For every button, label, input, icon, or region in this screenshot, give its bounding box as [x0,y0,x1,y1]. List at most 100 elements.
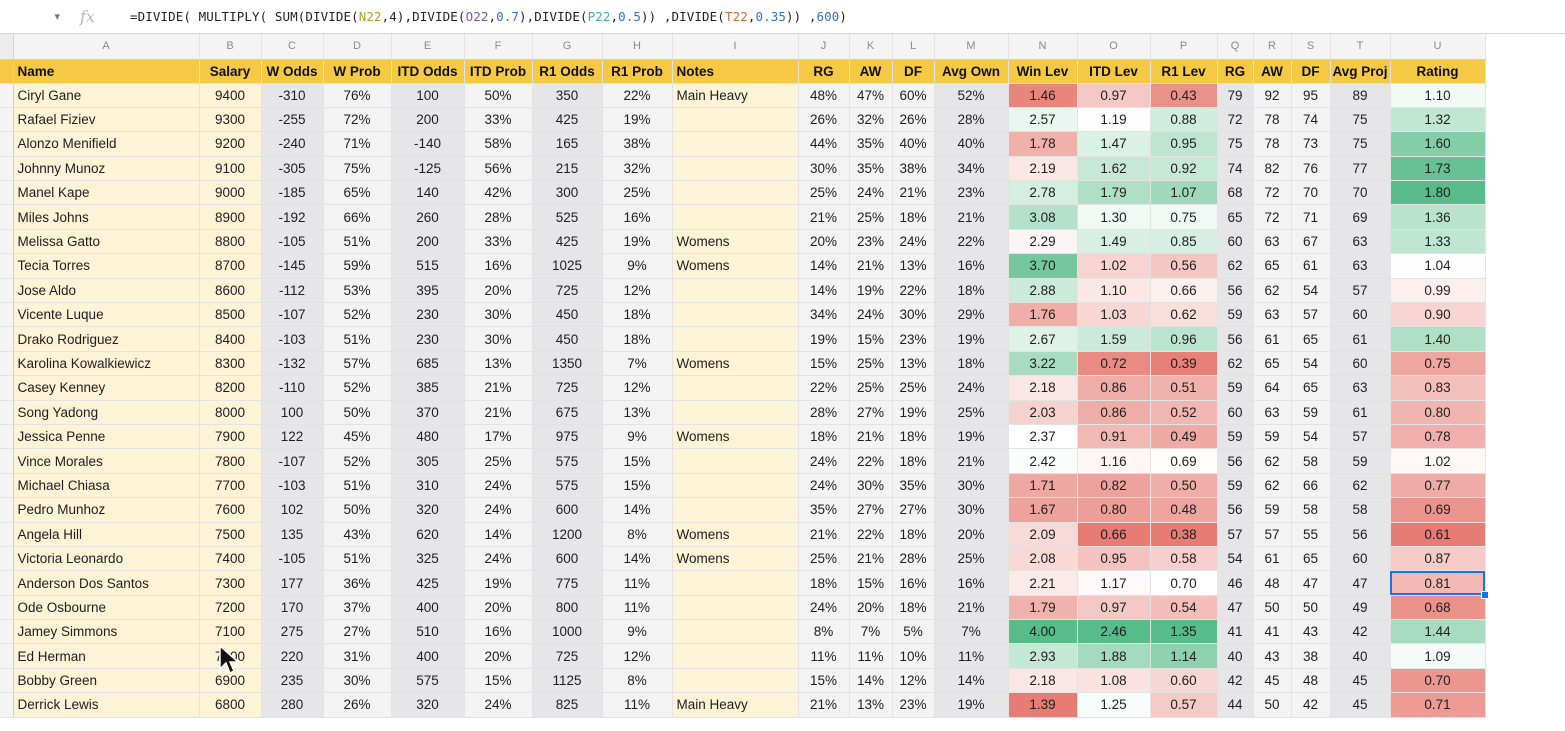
w-prob-cell[interactable]: 27% [323,619,392,645]
avg-own-cell[interactable]: 21% [934,595,1009,621]
aw-cell[interactable]: 45 [1253,668,1292,694]
df-cell[interactable]: 95 [1291,83,1331,108]
win-lev-cell[interactable]: 2.37 [1008,424,1078,450]
avg-proj-cell[interactable]: 57 [1330,424,1391,450]
w-prob-cell[interactable]: 51% [323,546,392,572]
fighter-name-cell[interactable]: Miles Johns [13,204,200,230]
rg-cell[interactable]: 25% [798,180,850,206]
itd-prob-cell[interactable]: 24% [464,546,533,572]
r1-odds-cell[interactable]: 1200 [532,522,603,547]
avg-proj-cell[interactable]: 69 [1330,204,1391,230]
column-title-r1-odds[interactable]: R1 Odds [532,59,603,84]
aw-cell[interactable]: 24% [849,180,893,206]
rg-cell[interactable]: 14% [798,253,850,279]
row-number[interactable] [0,619,14,645]
rg-cell[interactable]: 21% [798,522,850,547]
column-header-d[interactable]: D [323,34,392,60]
rg-cell[interactable]: 15% [798,351,850,377]
rating-cell[interactable]: 1.04 [1390,253,1486,279]
itd-lev-cell[interactable]: 1.03 [1077,302,1151,328]
aw-cell[interactable]: 92 [1253,83,1292,108]
aw-cell[interactable]: 22% [849,522,893,547]
avg-own-cell[interactable]: 29% [934,302,1009,328]
win-lev-cell[interactable]: 1.46 [1008,83,1078,108]
rg-cell[interactable]: 47 [1217,595,1254,621]
r1-prob-cell[interactable]: 19% [602,229,673,255]
r1-odds-cell[interactable]: 165 [532,131,603,157]
itd-prob-cell[interactable]: 21% [464,400,533,425]
rg-cell[interactable]: 59 [1217,302,1254,328]
row-number[interactable] [0,522,14,547]
rg-cell[interactable]: 56 [1217,326,1254,352]
itd-lev-cell[interactable]: 1.88 [1077,643,1151,669]
itd-prob-cell[interactable]: 25% [464,448,533,474]
r1-odds-cell[interactable]: 725 [532,375,603,401]
avg-own-cell[interactable]: 30% [934,473,1009,499]
rating-cell[interactable]: 0.87 [1390,546,1486,572]
fighter-name-cell[interactable]: Jessica Penne [13,424,200,450]
aw-cell[interactable]: 63 [1253,302,1292,328]
salary-cell[interactable]: 8500 [199,302,262,328]
itd-odds-cell[interactable]: 325 [391,546,465,572]
rg-cell[interactable]: 8% [798,619,850,645]
rg-cell[interactable]: 40 [1217,643,1254,669]
avg-own-cell[interactable]: 18% [934,351,1009,377]
aw-cell[interactable]: 57 [1253,522,1292,547]
notes-cell[interactable] [672,375,799,401]
aw-cell[interactable]: 14% [849,668,893,694]
df-cell[interactable]: 57 [1291,302,1331,328]
fighter-name-cell[interactable]: Ciryl Gane [13,83,200,108]
column-title-avg-own[interactable]: Avg Own [934,59,1009,84]
column-header-n[interactable]: N [1008,34,1078,60]
itd-odds-cell[interactable]: 685 [391,351,465,377]
itd-lev-cell[interactable]: 0.72 [1077,351,1151,377]
df-cell[interactable]: 23% [892,692,935,718]
win-lev-cell[interactable]: 1.71 [1008,473,1078,499]
df-cell[interactable]: 28% [892,546,935,572]
r1-odds-cell[interactable]: 450 [532,326,603,352]
rating-cell[interactable]: 0.71 [1390,692,1486,718]
r1-lev-cell[interactable]: 0.43 [1150,83,1218,108]
column-title-w-odds[interactable]: W Odds [261,59,324,84]
avg-own-cell[interactable]: 18% [934,278,1009,304]
itd-lev-cell[interactable]: 1.59 [1077,326,1151,352]
avg-proj-cell[interactable]: 59 [1330,448,1391,474]
rating-cell[interactable]: 0.78 [1390,424,1486,450]
column-title-avg-proj[interactable]: Avg Proj [1330,59,1391,84]
r1-odds-cell[interactable]: 725 [532,643,603,669]
salary-cell[interactable]: 7900 [199,424,262,450]
salary-cell[interactable]: 7800 [199,448,262,474]
row-number[interactable] [0,473,14,499]
fighter-name-cell[interactable]: Michael Chiasa [13,473,200,499]
w-prob-cell[interactable]: 36% [323,570,392,596]
r1-odds-cell[interactable]: 215 [532,156,603,182]
aw-cell[interactable]: 47% [849,83,893,108]
column-title-notes[interactable]: Notes [672,59,799,84]
w-prob-cell[interactable]: 71% [323,131,392,157]
fill-handle[interactable] [1481,591,1489,600]
df-cell[interactable]: 54 [1291,351,1331,377]
df-cell[interactable]: 5% [892,619,935,645]
r1-odds-cell[interactable]: 425 [532,107,603,133]
salary-cell[interactable]: 8800 [199,229,262,255]
column-title-w-prob[interactable]: W Prob [323,59,392,84]
avg-own-cell[interactable]: 21% [934,204,1009,230]
column-header-f[interactable]: F [464,34,533,60]
notes-cell[interactable] [672,131,799,157]
salary-cell[interactable]: 8400 [199,326,262,352]
rating-cell[interactable]: 1.40 [1390,326,1486,352]
itd-prob-cell[interactable]: 28% [464,204,533,230]
df-cell[interactable]: 38 [1291,643,1331,669]
w-odds-cell[interactable]: -185 [261,180,324,206]
r1-prob-cell[interactable]: 15% [602,473,673,499]
salary-cell[interactable]: 7100 [199,619,262,645]
fighter-name-cell[interactable]: Victoria Leonardo [13,546,200,572]
itd-prob-cell[interactable]: 50% [464,83,533,108]
notes-cell[interactable] [672,278,799,304]
avg-proj-cell[interactable]: 75 [1330,107,1391,133]
rg-cell[interactable]: 26% [798,107,850,133]
rg-cell[interactable]: 59 [1217,375,1254,401]
rg-cell[interactable]: 21% [798,204,850,230]
fighter-name-cell[interactable]: Johnny Munoz [13,156,200,182]
w-odds-cell[interactable]: -112 [261,278,324,304]
